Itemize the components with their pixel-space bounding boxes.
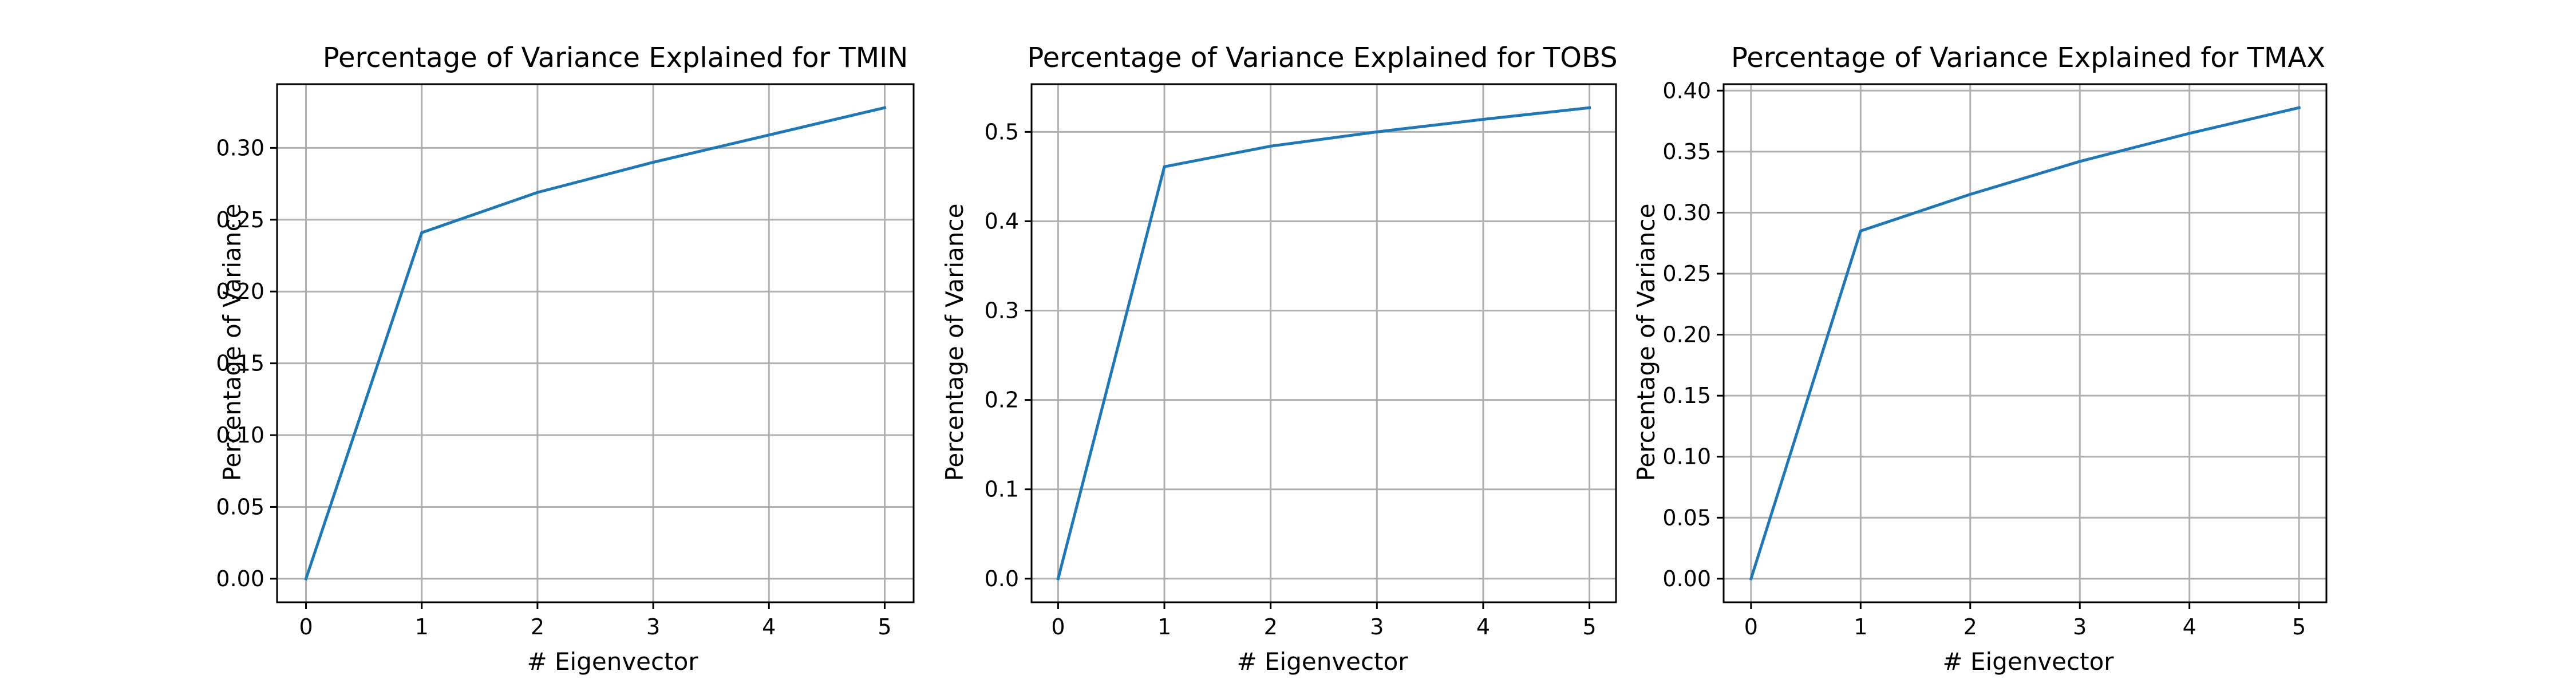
grid — [1724, 84, 2326, 602]
plot-frame — [1030, 83, 1617, 603]
series-line — [1749, 106, 2301, 581]
chart-title: Percentage of Variance Explained for TMA… — [1731, 42, 2325, 74]
x-tick-label: 3 — [2073, 614, 2087, 639]
y-tick-label: 0.10 — [1662, 444, 1711, 469]
y-tick-label: 0.00 — [216, 566, 264, 591]
y-axis-label: Percentage of Variance — [218, 204, 246, 481]
y-tick-label: 0.1 — [985, 477, 1019, 502]
subplot-tmax: Percentage of Variance Explained for TMA… — [1632, 42, 2328, 676]
y-tick-label: 0.40 — [1662, 78, 1711, 103]
y-tick-label: 0.25 — [216, 207, 264, 232]
x-tick-label: 3 — [1370, 614, 1384, 639]
y-tick-label: 0.00 — [1662, 566, 1711, 591]
y-axis-label: Percentage of Variance — [941, 204, 969, 481]
grid — [277, 84, 914, 602]
y-tick-label: 0.05 — [1662, 505, 1711, 530]
y-tick-label: 0.30 — [1662, 200, 1711, 225]
x-tick-label: 5 — [1582, 614, 1596, 639]
series-line — [1056, 106, 1591, 581]
x-axis-label: # Eigenvector — [1236, 647, 1408, 676]
x-tick-label: 0 — [299, 614, 313, 639]
y-tick-label: 0.05 — [216, 494, 264, 519]
x-tick-label: 2 — [1264, 614, 1278, 639]
y-tick-label: 0.0 — [985, 566, 1019, 591]
y-tick-label: 0.15 — [1662, 383, 1711, 408]
subplot-tobs: Percentage of Variance Explained for TOB… — [941, 42, 1618, 676]
y-tick-label: 0.5 — [985, 119, 1019, 144]
x-tick-label: 5 — [878, 614, 891, 639]
y-tick-label: 0.10 — [216, 423, 264, 448]
y-tick-label: 0.20 — [216, 279, 264, 304]
subplot-tmin: Percentage of Variance Explained for TMI… — [216, 42, 915, 676]
x-axis-label: # Eigenvector — [527, 647, 698, 676]
x-tick-label: 3 — [646, 614, 660, 639]
y-tick-label: 0.35 — [1662, 139, 1711, 164]
x-tick-label: 2 — [531, 614, 544, 639]
y-tick-label: 0.30 — [216, 135, 264, 160]
x-tick-label: 2 — [1963, 614, 1977, 639]
x-tick-label: 0 — [1744, 614, 1758, 639]
y-tick-label: 0.20 — [1662, 322, 1711, 348]
x-tick-label: 4 — [1476, 614, 1490, 639]
x-axis-label: # Eigenvector — [1942, 647, 2114, 676]
y-tick-label: 0.3 — [985, 298, 1019, 323]
y-axis-label: Percentage of Variance — [1632, 204, 1660, 481]
chart-title: Percentage of Variance Explained for TMI… — [323, 42, 908, 74]
x-tick-label: 4 — [2183, 614, 2196, 639]
plot-frame — [276, 83, 915, 603]
grid — [1032, 84, 1616, 602]
x-tick-label: 1 — [1157, 614, 1171, 639]
y-tick-label: 0.15 — [216, 351, 264, 376]
chart-title: Percentage of Variance Explained for TOB… — [1027, 42, 1617, 74]
plot-frame — [1722, 83, 2328, 603]
y-tick-label: 0.2 — [985, 388, 1019, 413]
x-tick-label: 5 — [2292, 614, 2306, 639]
series-line — [304, 106, 887, 581]
x-tick-label: 4 — [762, 614, 776, 639]
x-tick-label: 1 — [1854, 614, 1867, 639]
x-tick-label: 0 — [1051, 614, 1065, 639]
x-tick-label: 1 — [415, 614, 429, 639]
y-tick-label: 0.4 — [985, 208, 1019, 234]
y-tick-label: 0.25 — [1662, 261, 1711, 286]
